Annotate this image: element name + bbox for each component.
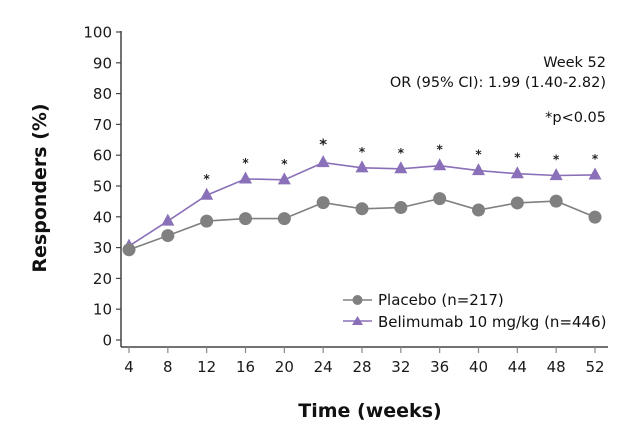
x-tick-label: 28 — [352, 358, 371, 376]
x-tick-label: 16 — [236, 358, 255, 376]
x-tick-label: 24 — [314, 358, 333, 376]
x-tick-label: 40 — [469, 358, 488, 376]
significance-star: * — [553, 153, 560, 167]
y-tick-label: 10 — [93, 301, 112, 319]
annotation-block: Week 52 OR (95% CI): 1.99 (1.40-2.82) *p… — [390, 55, 606, 126]
y-axis-title: Responders (%) — [29, 103, 51, 272]
legend: Placebo (n=217) Belimumab 10 mg/kg (n=44… — [343, 291, 607, 331]
significance-star: * — [514, 151, 521, 165]
y-tick-label: 60 — [93, 147, 112, 165]
y-tick-label: 100 — [83, 24, 112, 42]
x-tick-label: 36 — [430, 358, 449, 376]
data-point-belimumab — [549, 168, 563, 181]
legend-item-belimumab: Belimumab 10 mg/kg (n=446) — [343, 313, 607, 331]
x-tick-label: 4 — [124, 358, 134, 376]
y-tick-label: 40 — [93, 208, 112, 226]
series-placebo — [122, 192, 602, 257]
x-axis-title: Time (weeks) — [298, 400, 441, 422]
x-tick-label: 20 — [275, 358, 294, 376]
significance-note: *p<0.05 — [545, 110, 606, 126]
data-point-placebo — [588, 210, 602, 224]
y-tick-label: 90 — [93, 54, 112, 72]
data-point-placebo — [549, 194, 563, 208]
y-tick-label: 0 — [102, 332, 112, 350]
data-point-placebo — [239, 212, 252, 226]
data-point-belimumab — [316, 155, 330, 168]
x-tick-label: 44 — [508, 358, 527, 376]
significance-star: * — [242, 156, 249, 170]
x-tick-label: 48 — [547, 358, 566, 376]
data-point-placebo — [433, 192, 447, 206]
data-point-belimumab — [277, 172, 291, 185]
odds-ratio-label: OR (95% CI): 1.99 (1.40-2.82) — [390, 75, 606, 91]
significance-star: * — [592, 152, 599, 166]
data-point-placebo — [122, 243, 136, 257]
data-point-placebo — [510, 196, 524, 210]
x-tick-label: 32 — [391, 358, 410, 376]
x-tick-label: 8 — [163, 358, 173, 376]
data-point-placebo — [316, 196, 330, 210]
y-tick-label: 30 — [93, 239, 112, 257]
significance-star: * — [475, 148, 482, 162]
y-tick-label: 20 — [93, 270, 112, 288]
y-tick-label: 70 — [93, 116, 112, 134]
significance-star: * — [281, 157, 288, 171]
significance-star: * — [359, 145, 366, 159]
data-point-belimumab — [394, 161, 408, 174]
data-point-placebo — [200, 214, 214, 228]
legend-placebo-marker — [352, 295, 363, 305]
data-point-placebo — [394, 201, 408, 215]
data-point-belimumab — [161, 213, 175, 226]
significance-star: * — [398, 146, 405, 160]
data-point-belimumab — [200, 187, 214, 200]
data-point-placebo — [161, 229, 175, 243]
series-layer — [122, 155, 602, 257]
series-belimumab — [122, 155, 602, 251]
data-point-belimumab — [588, 167, 602, 180]
data-point-belimumab — [472, 163, 485, 176]
y-tick-label: 80 — [93, 85, 112, 103]
legend-item-placebo: Placebo (n=217) — [343, 291, 504, 309]
data-point-placebo — [277, 212, 291, 226]
data-point-belimumab — [239, 171, 252, 184]
legend-belimumab-marker — [352, 316, 363, 325]
data-point-belimumab — [510, 166, 524, 179]
y-ticks: 0 10 20 30 40 50 60 70 80 90 100 — [83, 24, 121, 350]
significance-star: * — [319, 136, 327, 154]
week-label: Week 52 — [543, 55, 606, 71]
y-tick-label: 50 — [93, 178, 112, 196]
significance-star: * — [204, 172, 211, 186]
significance-star: * — [437, 143, 444, 157]
data-point-belimumab — [355, 160, 369, 173]
data-point-belimumab — [433, 158, 447, 171]
significance-markers: * * * * * * * * * * * — [204, 136, 599, 187]
x-ticks: 4 8 12 16 20 24 28 32 36 40 44 48 52 — [124, 347, 605, 376]
data-point-placebo — [355, 202, 369, 216]
x-tick-label: 12 — [197, 358, 216, 376]
data-point-placebo — [472, 203, 485, 217]
axes — [120, 31, 608, 348]
x-tick-label: 52 — [585, 358, 604, 376]
legend-belimumab-label: Belimumab 10 mg/kg (n=446) — [378, 313, 607, 331]
legend-placebo-label: Placebo (n=217) — [378, 291, 504, 309]
